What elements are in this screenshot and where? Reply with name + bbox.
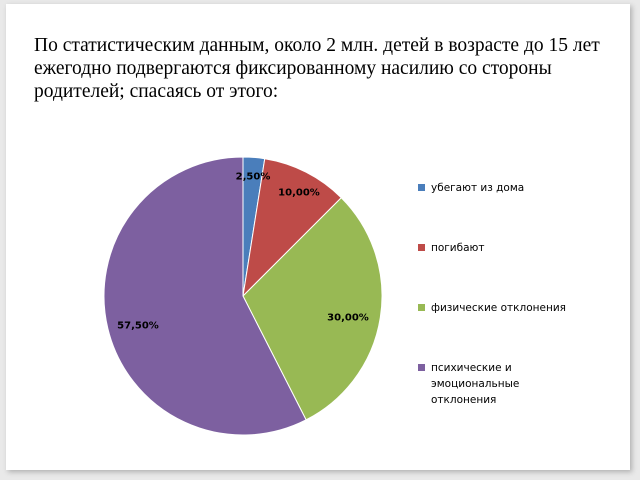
- legend-swatch: [418, 184, 425, 191]
- data-label: 30,00%: [327, 312, 369, 324]
- pie-slice: [103, 156, 307, 436]
- legend-label: убегают из дома: [431, 182, 525, 194]
- legend-swatch: [418, 304, 425, 311]
- legend-swatch: [418, 244, 425, 251]
- data-label: 57,50%: [117, 320, 159, 332]
- pie-slice: [242, 197, 383, 421]
- legend-label: психические и эмоциональные отклонения: [431, 362, 520, 406]
- data-label: 10,00%: [278, 187, 320, 199]
- data-label: 2,50%: [235, 171, 271, 183]
- legend-label: погибают: [431, 242, 485, 254]
- slide: По статистическим данным, около 2 млн. д…: [6, 4, 630, 470]
- legend-label: физические отклонения: [431, 302, 566, 314]
- pie-slice: [242, 158, 342, 298]
- legend-swatch: [418, 364, 425, 371]
- pie-chart: [103, 156, 383, 436]
- slide-title: По статистическим данным, около 2 млн. д…: [34, 35, 600, 102]
